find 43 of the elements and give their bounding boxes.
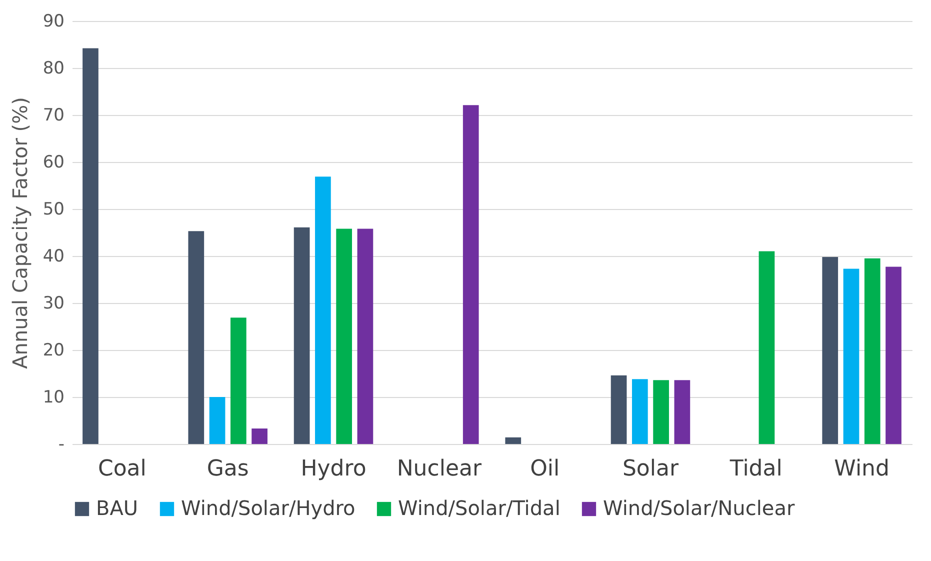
bar bbox=[822, 256, 838, 444]
bar bbox=[230, 318, 246, 444]
bar bbox=[209, 397, 226, 444]
bar bbox=[674, 380, 690, 444]
x-tick-label: Oil bbox=[530, 456, 560, 482]
bar bbox=[357, 228, 374, 444]
y-tick-label: 60 bbox=[42, 152, 64, 172]
x-tick-label: Hydro bbox=[300, 456, 366, 482]
bar bbox=[315, 176, 331, 444]
bar bbox=[336, 228, 352, 444]
legend-label: BAU bbox=[96, 496, 138, 520]
y-tick-label: 90 bbox=[42, 12, 64, 32]
x-tick-label: Wind bbox=[834, 456, 890, 482]
bar bbox=[294, 227, 310, 444]
bar bbox=[462, 105, 479, 444]
y-tick-label: 30 bbox=[42, 294, 64, 314]
bar bbox=[632, 379, 648, 444]
y-tick-label: 80 bbox=[42, 58, 64, 78]
bar bbox=[252, 428, 268, 444]
bar bbox=[864, 258, 880, 444]
y-tick-label: 40 bbox=[42, 246, 64, 266]
x-tick-label: Tidal bbox=[728, 456, 782, 482]
y-tick-label: 10 bbox=[42, 388, 64, 408]
bar bbox=[758, 251, 775, 444]
bar bbox=[82, 48, 98, 444]
y-tick-label: - bbox=[58, 434, 64, 454]
y-tick-label: 20 bbox=[42, 340, 64, 360]
bar bbox=[610, 375, 627, 444]
legend-label: Wind/Solar/Tidal bbox=[398, 496, 560, 520]
x-tick-label: Nuclear bbox=[396, 456, 482, 482]
bar bbox=[843, 268, 860, 444]
legend-label: Wind/Solar/Hydro bbox=[181, 496, 356, 520]
bar bbox=[505, 437, 522, 444]
bar bbox=[188, 231, 204, 444]
x-tick-label: Coal bbox=[98, 456, 146, 482]
y-tick-label: 50 bbox=[42, 200, 64, 220]
x-tick-label: Gas bbox=[206, 456, 249, 482]
y-axis-title: Annual Capacity Factor (%) bbox=[8, 97, 32, 369]
x-tick-label: Solar bbox=[622, 456, 680, 482]
bar bbox=[886, 266, 902, 444]
bar bbox=[653, 380, 669, 444]
legend-label: Wind/Solar/Nuclear bbox=[603, 496, 796, 520]
y-tick-label: 70 bbox=[42, 106, 64, 126]
